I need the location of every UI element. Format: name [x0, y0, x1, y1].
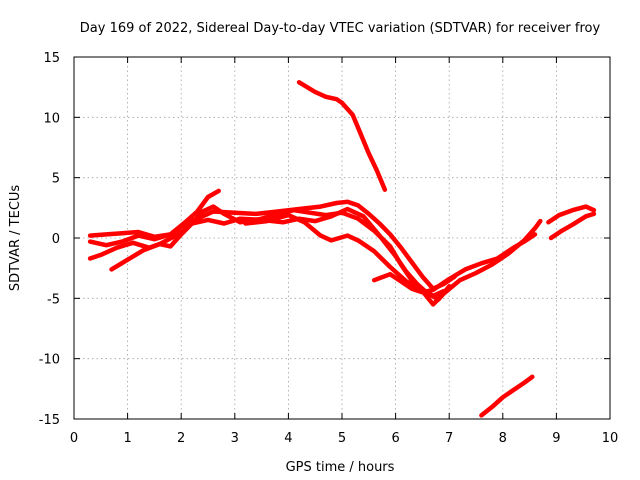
satellite-track-7 [296, 80, 388, 192]
satellite-track-6 [371, 232, 538, 295]
x-tick-label: 7 [445, 431, 453, 446]
x-tick-label: 3 [231, 431, 239, 446]
satellite-track-3 [109, 204, 447, 299]
x-tick-label: 2 [177, 431, 185, 446]
x-tick-label: 4 [284, 431, 292, 446]
axis-ticks: 0 1 2 3 4 5 6 7 8 9 10 -15 -10 -5 0 5 10 15 [39, 51, 619, 446]
grid [74, 57, 610, 419]
y-tick-label: 10 [43, 111, 60, 126]
chart-title: Day 169 of 2022, Sidereal Day-to-day VTE… [80, 21, 601, 36]
y-tick-label: 15 [43, 51, 60, 66]
y-axis-label: SDTVAR / TECUs [8, 185, 23, 292]
x-axis-label: GPS time / hours [286, 460, 395, 475]
x-tick-label: 1 [123, 431, 131, 446]
y-tick-label: -10 [39, 353, 60, 368]
satellite-track-4 [87, 188, 221, 240]
x-tick-label: 6 [391, 431, 399, 446]
x-tick-label: 10 [602, 431, 619, 446]
y-tick-label: 0 [52, 232, 60, 247]
satellite-track-8 [479, 374, 535, 418]
x-tick-label: 0 [70, 431, 78, 446]
plot-frame [73, 56, 611, 420]
y-tick-label: -5 [47, 292, 60, 307]
satellite-track-10 [548, 211, 597, 241]
y-tick-label: -15 [39, 413, 60, 428]
x-tick-label: 9 [552, 431, 560, 446]
x-tick-label: 5 [338, 431, 346, 446]
satellite-track-9 [546, 204, 597, 225]
x-tick-label: 8 [499, 431, 507, 446]
y-tick-label: 5 [52, 172, 60, 187]
data-traces [87, 80, 597, 418]
